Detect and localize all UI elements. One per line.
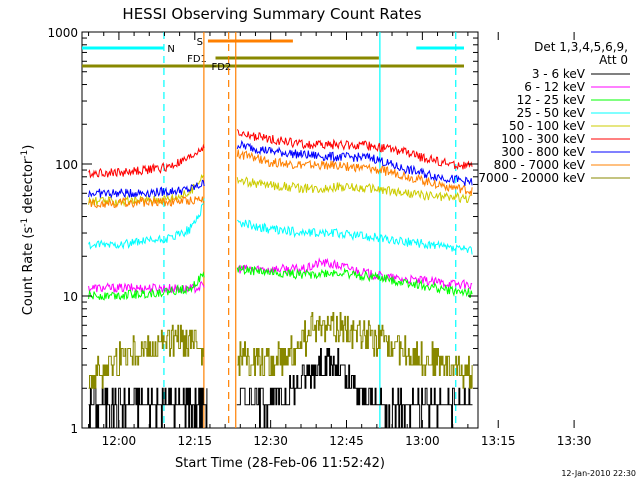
flag-label-fd2: FD2	[211, 62, 231, 73]
flag-label-n: N	[167, 44, 174, 55]
legend-label: 6 - 12 keV	[524, 80, 586, 94]
x-tick-label: 12:15	[177, 434, 212, 448]
series-line-after	[236, 264, 473, 299]
y-tick-label: 1	[70, 422, 78, 436]
legend-label: 100 - 300 keV	[501, 132, 585, 146]
x-tick-label: 12:30	[253, 434, 288, 448]
series-line-before	[88, 179, 205, 199]
y-tick-label: 100	[55, 158, 78, 172]
flag-label-fd1: FD1	[187, 54, 207, 65]
y-axis-label-sup1: -1	[20, 218, 30, 227]
series-line-before	[88, 198, 205, 250]
x-tick-label: 13:00	[405, 434, 440, 448]
x-tick-label: 12:45	[329, 434, 364, 448]
legend-label: 7000 - 20000 keV	[478, 171, 585, 185]
y-axis-label-sup2: -1	[20, 150, 30, 159]
legend-header-detectors: Det 1,3,4,5,6,9,	[534, 40, 628, 54]
series-line-after	[237, 219, 473, 255]
legend-label: 800 - 7000 keV	[494, 158, 586, 172]
x-tick-label: 12:00	[102, 434, 137, 448]
series-line-before	[88, 271, 205, 301]
series-lines	[88, 129, 473, 429]
y-axis-label: Count Rate (s-1 detector-1)	[20, 145, 36, 316]
series-line-after	[236, 348, 473, 429]
observing-flags: N S FD1 FD2	[82, 37, 464, 73]
y-axis-label-main: Count Rate (s	[21, 227, 36, 316]
series-line-after	[236, 176, 473, 204]
x-axis-label: Start Time (28-Feb-06 11:52:42)	[175, 456, 385, 471]
x-tick-label: 13:30	[557, 434, 592, 448]
x-tick-label: 13:15	[481, 434, 516, 448]
y-tick-label: 10	[63, 290, 78, 304]
series-line-after	[236, 139, 473, 187]
legend-label: 3 - 6 keV	[532, 67, 586, 81]
flag-label-s: S	[197, 37, 203, 48]
legend-label: 300 - 800 keV	[501, 145, 585, 159]
series-line-before	[88, 324, 205, 389]
legend-label: 25 - 50 keV	[517, 106, 586, 120]
series-line-after	[237, 312, 473, 389]
legend-label: 12 - 25 keV	[517, 93, 586, 107]
series-line-after	[236, 149, 473, 196]
y-axis-ticks: 1 10 100 1000	[47, 26, 478, 436]
y-axis-label-mid: detector	[21, 158, 36, 218]
series-line-before	[88, 195, 205, 209]
chart-title: HESSI Observing Summary Count Rates	[122, 5, 421, 23]
y-axis-label-end: )	[21, 145, 36, 150]
x-axis-ticks: 12:00 12:15 12:30 12:45 13:00 13:15 13:30	[88, 32, 592, 448]
y-tick-label: 1000	[47, 26, 78, 40]
series-line-after	[236, 129, 473, 170]
legend-label: 50 - 100 keV	[509, 119, 586, 133]
plot-frame	[81, 31, 479, 429]
series-line-before	[88, 387, 208, 429]
series-line-before	[88, 143, 205, 179]
timestamp: 12-Jan-2010 22:30	[561, 469, 636, 478]
legend-header-attenuator: Att 0	[599, 53, 628, 67]
